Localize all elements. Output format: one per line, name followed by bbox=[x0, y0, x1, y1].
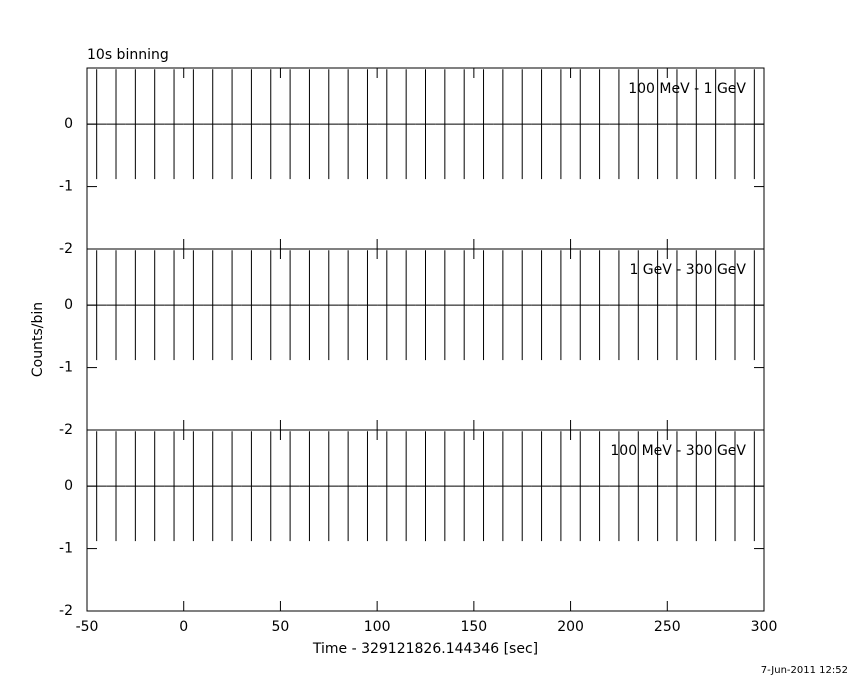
x-axis-label: Time - 329121826.144346 [sec] bbox=[312, 641, 538, 657]
y-tick-label: -1 bbox=[59, 360, 73, 376]
panel-label: 100 MeV - 300 GeV bbox=[610, 443, 746, 459]
y-tick-label: -2 bbox=[59, 603, 73, 619]
x-tick-label: 50 bbox=[272, 619, 290, 635]
y-tick-label: 0 bbox=[64, 116, 73, 132]
x-tick-label: 0 bbox=[179, 619, 188, 635]
x-tick-label: -50 bbox=[76, 619, 99, 635]
x-tick-label: 150 bbox=[460, 619, 487, 635]
plot-frame bbox=[86, 429, 765, 612]
y-tick-label: -2 bbox=[59, 422, 73, 438]
x-tick-label: 300 bbox=[751, 619, 778, 635]
y-tick-label: 0 bbox=[64, 297, 73, 313]
chart-title: 10s binning bbox=[87, 47, 169, 63]
panel-label: 100 MeV - 1 GeV bbox=[628, 81, 746, 97]
y-tick-label: -1 bbox=[59, 179, 73, 195]
x-tick-label: 200 bbox=[557, 619, 584, 635]
y-tick-label: -2 bbox=[59, 241, 73, 257]
y-tick-label: -1 bbox=[59, 541, 73, 557]
y-axis-label: Counts/bin bbox=[30, 302, 46, 377]
timestamp: 7-Jun-2011 12:52 bbox=[761, 665, 848, 676]
panel-label: 1 GeV - 300 GeV bbox=[629, 262, 746, 278]
x-tick-label: 100 bbox=[364, 619, 391, 635]
x-tick-label: 250 bbox=[654, 619, 681, 635]
y-tick-label: 0 bbox=[64, 478, 73, 494]
